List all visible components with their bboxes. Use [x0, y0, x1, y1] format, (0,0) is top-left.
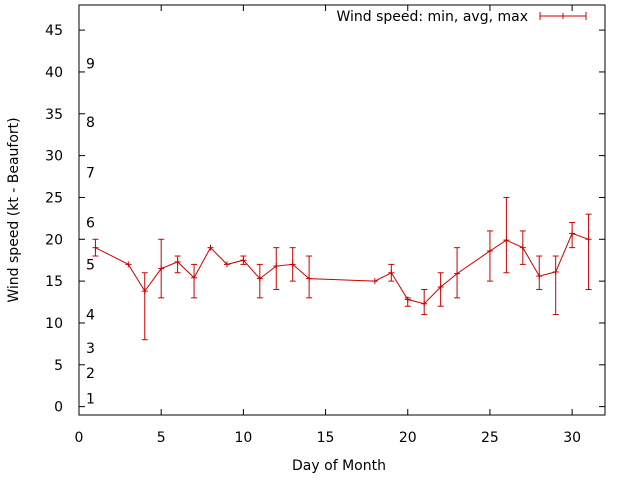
data-point	[454, 247, 461, 299]
data-point	[569, 222, 576, 249]
beaufort-label: 5	[86, 257, 95, 273]
y-tick-label: 0	[54, 400, 63, 416]
y-tick-label: 35	[45, 107, 63, 123]
y-tick-label: 5	[54, 358, 63, 374]
beaufort-label: 2	[86, 366, 95, 382]
data-point	[404, 296, 411, 307]
beaufort-label: 4	[86, 308, 95, 324]
x-tick-label: 25	[481, 430, 499, 446]
data-point	[519, 230, 526, 265]
data-point	[503, 196, 510, 274]
x-tick-label: 0	[75, 430, 84, 446]
x-axis: 0 5 10 15 20 25 30	[75, 5, 581, 446]
y-tick-label: 20	[45, 232, 63, 248]
beaufort-label: 8	[86, 115, 95, 131]
y-tick-label: 25	[45, 190, 63, 206]
x-axis-title: Day of Month	[292, 458, 386, 474]
legend-label: Wind speed: min, avg, max	[336, 9, 528, 25]
data-point	[240, 255, 247, 265]
y-tick-label: 40	[45, 65, 63, 81]
series-group	[92, 196, 592, 341]
data-point	[437, 272, 444, 307]
data-point	[289, 247, 296, 282]
beaufort-label: 1	[86, 391, 95, 407]
data-point	[256, 263, 263, 299]
beaufort-label: 9	[86, 57, 95, 73]
data-point	[421, 288, 428, 316]
data-point	[207, 244, 214, 251]
y-tick-label: 30	[45, 149, 63, 165]
data-point	[486, 230, 493, 282]
data-point	[92, 238, 99, 257]
x-tick-label: 10	[234, 430, 252, 446]
data-point	[585, 213, 592, 290]
series-line	[95, 232, 589, 305]
plot-frame	[78, 4, 606, 416]
data-point	[125, 261, 132, 268]
data-point	[191, 263, 198, 299]
data-point	[388, 263, 395, 282]
beaufort-label: 6	[86, 216, 95, 232]
data-point	[141, 272, 148, 341]
legend: Wind speed: min, avg, max	[336, 9, 587, 25]
y-tick-label: 15	[45, 274, 63, 290]
x-tick-label: 15	[317, 430, 335, 446]
beaufort-label: 7	[86, 165, 95, 181]
data-point	[371, 278, 378, 285]
y-axis-title: Wind speed (kt - Beaufort)	[6, 117, 22, 302]
data-point	[536, 255, 543, 290]
data-point	[223, 261, 230, 268]
data-point	[158, 238, 165, 299]
beaufort-scale-labels: 1 2 3 4 5 6 7 8 9	[86, 57, 95, 408]
x-tick-label: 30	[563, 430, 581, 446]
x-tick-label: 20	[399, 430, 417, 446]
data-point	[306, 255, 313, 299]
y-tick-label: 45	[45, 23, 63, 39]
data-point	[552, 255, 559, 316]
x-tick-label: 5	[157, 430, 166, 446]
data-point	[273, 247, 280, 290]
data-point	[174, 255, 181, 274]
beaufort-label: 3	[86, 341, 95, 357]
y-tick-label: 10	[45, 316, 63, 332]
